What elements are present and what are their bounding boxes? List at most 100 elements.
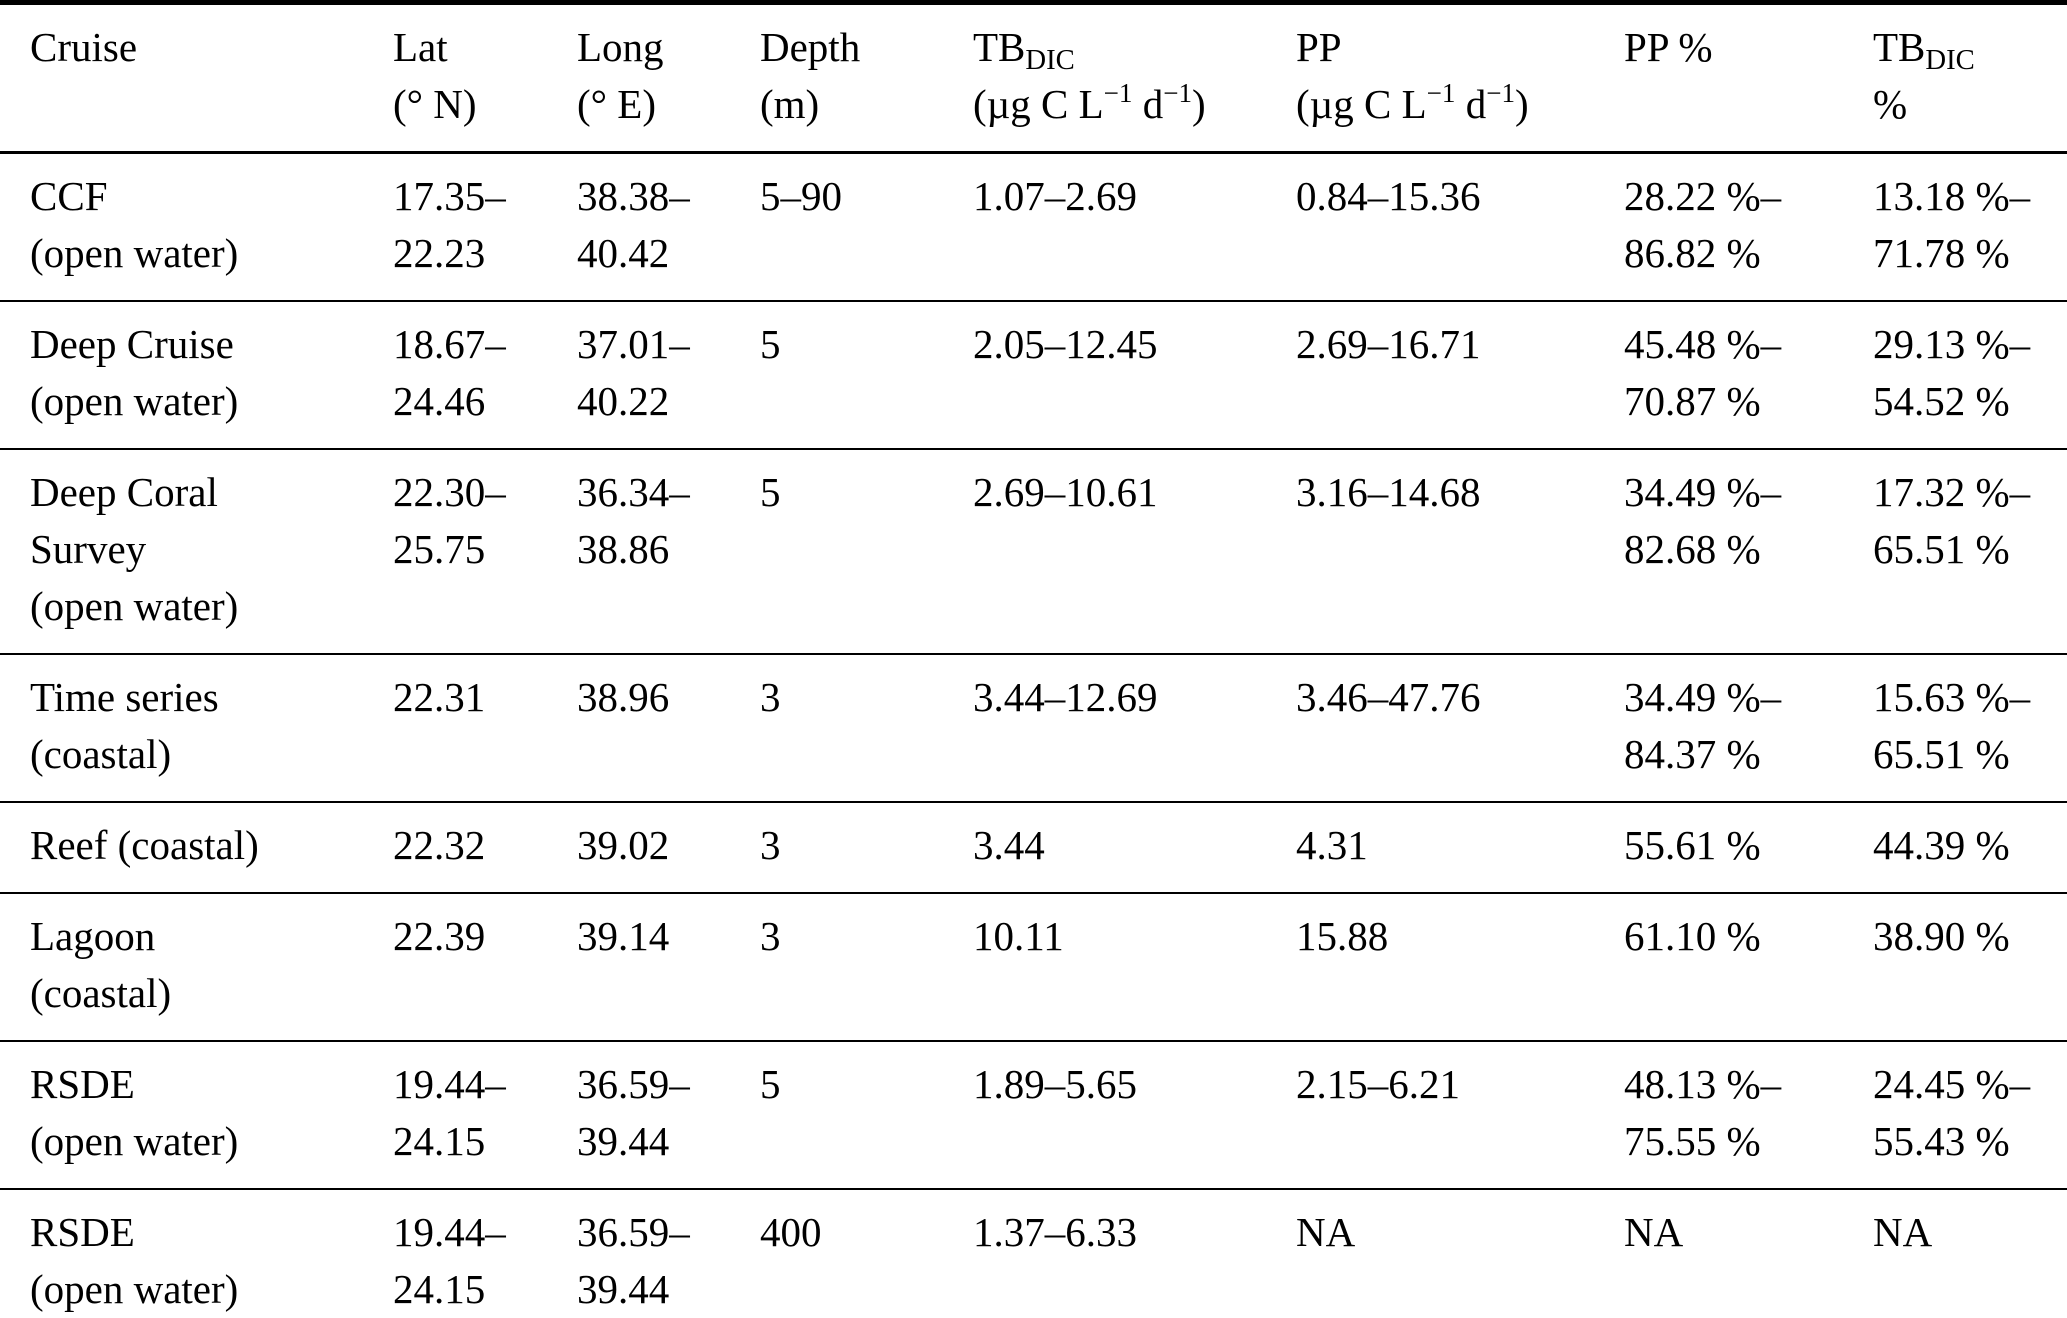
cell-long: 37.01– 40.22 <box>577 301 760 449</box>
col-header-tbdic-pct: TBDIC % <box>1873 3 2067 153</box>
cell-pp: NA <box>1296 1189 1624 1318</box>
table-row: Reef (coastal) 22.32 39.02 3 3.44 4.31 55.61 %… <box>0 802 2067 893</box>
cell-line: 3.44–12.69 <box>973 674 1158 720</box>
cell-line: Lagoon <box>30 913 156 959</box>
cell-line: RSDE <box>30 1209 135 1255</box>
cell-depth: 5–90 <box>760 153 973 302</box>
tbdic-label: TB <box>973 24 1026 70</box>
cell-cruise: RSDE (open water) <box>0 1189 393 1318</box>
cell-line: 36.34– <box>577 469 690 515</box>
cell-line: 2.69–16.71 <box>1296 321 1481 367</box>
cell-lat: 17.35– 22.23 <box>393 153 577 302</box>
cell-long: 36.59– 39.44 <box>577 1189 760 1318</box>
cell-line: 10.11 <box>973 913 1064 959</box>
cell-line: 3.46–47.76 <box>1296 674 1481 720</box>
cell-line: 24.46 <box>393 378 486 424</box>
cell-cruise: Lagoon (coastal) <box>0 893 393 1041</box>
cell-line: 39.02 <box>577 822 670 868</box>
header-line: Depth <box>760 24 861 70</box>
cell-line: 3 <box>760 822 781 868</box>
cell-lat: 19.44– 24.15 <box>393 1041 577 1189</box>
cell-long: 39.02 <box>577 802 760 893</box>
header-line: PP <box>1296 19 1614 76</box>
cell-tbdic: 1.89–5.65 <box>973 1041 1296 1189</box>
cell-line: 40.42 <box>577 230 670 276</box>
cell-cruise: Time series (coastal) <box>0 654 393 802</box>
cell-lat: 22.32 <box>393 802 577 893</box>
cell-cruise: RSDE (open water) <box>0 1041 393 1189</box>
cell-line: 5–90 <box>760 173 842 219</box>
cell-line: NA <box>1873 1209 1933 1255</box>
cell-depth: 5 <box>760 1041 973 1189</box>
cell-tbdic-pct: NA <box>1873 1189 2067 1318</box>
cell-lat: 22.30– 25.75 <box>393 449 577 654</box>
cell-line: 5 <box>760 321 781 367</box>
cell-tbdic-pct: 24.45 %– 55.43 % <box>1873 1041 2067 1189</box>
cell-line: 1.37–6.33 <box>973 1209 1137 1255</box>
cell-line: 70.87 % <box>1624 378 1761 424</box>
header-line: (° N) <box>393 81 477 127</box>
header-line: Lat <box>393 24 448 70</box>
cell-line: (coastal) <box>30 970 172 1016</box>
cell-tbdic-pct: 13.18 %– 71.78 % <box>1873 153 2067 302</box>
cell-line: 28.22 %– <box>1624 173 1782 219</box>
cell-line: 38.90 % <box>1873 913 2010 959</box>
cell-lat: 18.67– 24.46 <box>393 301 577 449</box>
cell-line: 17.32 %– <box>1873 469 2031 515</box>
cell-line: 39.14 <box>577 913 670 959</box>
cell-tbdic-pct: 17.32 %– 65.51 % <box>1873 449 2067 654</box>
cell-tbdic: 3.44–12.69 <box>973 654 1296 802</box>
cell-line: 2.05–12.45 <box>973 321 1158 367</box>
cell-line: 40.22 <box>577 378 670 424</box>
cell-pp-pct: 61.10 % <box>1624 893 1873 1041</box>
table-row: Deep Coral Survey (open water) 22.30– 25.75 3… <box>0 449 2067 654</box>
table-row: Time series (coastal) 22.31 38.96 3 3.44–12.6… <box>0 654 2067 802</box>
cell-line: 25.75 <box>393 526 486 572</box>
cell-line: 2.69–10.61 <box>973 469 1158 515</box>
table-row: RSDE (open water) 19.44– 24.15 36.59– 39.44 5 1… <box>0 1041 2067 1189</box>
header-line: Long <box>577 24 664 70</box>
cell-line: 48.13 %– <box>1624 1061 1782 1107</box>
cell-tbdic: 1.07–2.69 <box>973 153 1296 302</box>
cell-depth: 5 <box>760 301 973 449</box>
cell-line: (open water) <box>30 378 239 424</box>
cell-long: 38.96 <box>577 654 760 802</box>
cell-line: 38.96 <box>577 674 670 720</box>
cell-line: 22.31 <box>393 674 486 720</box>
cell-long: 39.14 <box>577 893 760 1041</box>
cell-pp-pct: 34.49 %– 84.37 % <box>1624 654 1873 802</box>
cell-cruise: CCF (open water) <box>0 153 393 302</box>
cell-line: 13.18 %– <box>1873 173 2031 219</box>
cell-tbdic: 3.44 <box>973 802 1296 893</box>
cell-depth: 3 <box>760 893 973 1041</box>
col-header-lat: Lat (° N) <box>393 3 577 153</box>
cell-line: 84.37 % <box>1624 731 1761 777</box>
cell-line: 45.48 %– <box>1624 321 1782 367</box>
cell-line: 1.89–5.65 <box>973 1061 1137 1107</box>
tbdic-subscript: DIC <box>1925 44 1975 76</box>
cell-line: 75.55 % <box>1624 1118 1761 1164</box>
cell-tbdic: 2.69–10.61 <box>973 449 1296 654</box>
cell-line: 22.39 <box>393 913 486 959</box>
cell-line: 3 <box>760 913 781 959</box>
cell-tbdic-pct: 15.63 %– 65.51 % <box>1873 654 2067 802</box>
cell-line: 400 <box>760 1209 822 1255</box>
cell-pp-pct: NA <box>1624 1189 1873 1318</box>
cell-pp-pct: 55.61 % <box>1624 802 1873 893</box>
cell-long: 36.34– 38.86 <box>577 449 760 654</box>
cell-line: 61.10 % <box>1624 913 1761 959</box>
cell-line: 15.88 <box>1296 913 1389 959</box>
header-units: (µg C L−1 d−1) <box>973 76 1286 133</box>
cell-line: 55.61 % <box>1624 822 1761 868</box>
cell-long: 38.38– 40.42 <box>577 153 760 302</box>
cell-line: 36.59– <box>577 1061 690 1107</box>
cell-tbdic: 10.11 <box>973 893 1296 1041</box>
header-line: (m) <box>760 81 820 127</box>
cell-line: 3 <box>760 674 781 720</box>
cell-cruise: Deep Coral Survey (open water) <box>0 449 393 654</box>
cell-line: RSDE <box>30 1061 135 1107</box>
col-header-long: Long (° E) <box>577 3 760 153</box>
cell-line: CCF <box>30 173 108 219</box>
cell-tbdic: 1.37–6.33 <box>973 1189 1296 1318</box>
